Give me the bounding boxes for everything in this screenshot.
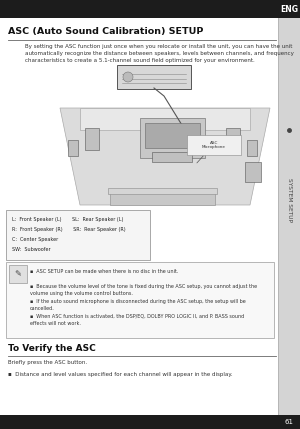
Text: ▪  ASC SETUP can be made when there is no disc in the unit.: ▪ ASC SETUP can be made when there is no… bbox=[30, 269, 178, 274]
Bar bbox=[145, 123, 200, 148]
Text: ASC (Auto Sound Calibration) SETUP: ASC (Auto Sound Calibration) SETUP bbox=[8, 27, 203, 36]
Text: ASC
Microphone: ASC Microphone bbox=[202, 141, 226, 149]
FancyBboxPatch shape bbox=[6, 262, 274, 338]
Bar bbox=[0, 0, 300, 18]
Text: SYSTEM SETUP: SYSTEM SETUP bbox=[286, 178, 292, 222]
Bar bbox=[68, 140, 78, 156]
Polygon shape bbox=[108, 188, 217, 194]
Circle shape bbox=[123, 72, 133, 82]
Polygon shape bbox=[110, 192, 215, 205]
Text: SW:  Subwoofer: SW: Subwoofer bbox=[12, 247, 51, 252]
Text: L:  Front Speaker (L)       SL:  Rear Speaker (L): L: Front Speaker (L) SL: Rear Speaker (L… bbox=[12, 217, 123, 222]
Text: By setting the ASC function just once when you relocate or install the unit, you: By setting the ASC function just once wh… bbox=[25, 44, 294, 63]
Text: ▪  Because the volume level of the tone is fixed during the ASC setup, you canno: ▪ Because the volume level of the tone i… bbox=[30, 284, 257, 296]
FancyBboxPatch shape bbox=[9, 265, 27, 283]
Bar bbox=[140, 118, 205, 158]
Text: R:  Front Speaker (R)       SR:  Rear Speaker (R): R: Front Speaker (R) SR: Rear Speaker (R… bbox=[12, 227, 126, 232]
Text: ▪  When ASC function is activated, the DSP/EQ, DOLBY PRO LOGIC II, and P. BASS s: ▪ When ASC function is activated, the DS… bbox=[30, 314, 244, 326]
Bar bbox=[85, 128, 99, 150]
Bar bbox=[226, 128, 240, 150]
Polygon shape bbox=[60, 108, 270, 205]
Bar bbox=[152, 152, 192, 162]
Text: ▪  Distance and level values specified for each channel will appear in the displ: ▪ Distance and level values specified fo… bbox=[8, 372, 232, 377]
Bar bbox=[278, 0, 300, 429]
Text: ✎: ✎ bbox=[14, 269, 22, 278]
Text: ENG: ENG bbox=[280, 4, 298, 13]
FancyBboxPatch shape bbox=[187, 135, 241, 155]
FancyBboxPatch shape bbox=[6, 210, 150, 260]
FancyBboxPatch shape bbox=[117, 65, 191, 89]
Text: To Verify the ASC: To Verify the ASC bbox=[8, 344, 96, 353]
Bar bbox=[0, 415, 300, 429]
Bar bbox=[245, 162, 261, 182]
Bar bbox=[247, 140, 257, 156]
Text: C:  Center Speaker: C: Center Speaker bbox=[12, 237, 58, 242]
Text: ▪  If the auto sound microphone is disconnected during the ASC setup, the setup : ▪ If the auto sound microphone is discon… bbox=[30, 299, 246, 311]
Text: 61: 61 bbox=[284, 419, 293, 425]
Polygon shape bbox=[80, 108, 250, 130]
Text: Briefly press the ASC button.: Briefly press the ASC button. bbox=[8, 360, 87, 365]
